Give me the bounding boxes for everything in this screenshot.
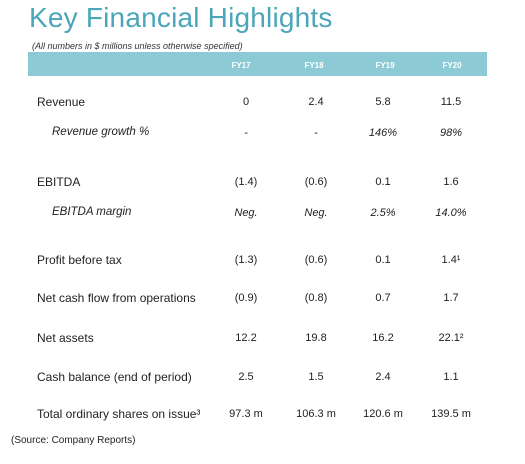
row-label-ebitda: EBITDA <box>37 175 81 189</box>
units-note: (All numbers in $ millions unless otherw… <box>32 41 243 51</box>
table-cell: 97.3 m <box>229 408 263 420</box>
table-cell: 11.5 <box>440 96 462 108</box>
table-cell: 19.8 <box>305 332 327 344</box>
column-header-fy20: FY20 <box>442 61 462 70</box>
column-header-fy19: FY19 <box>375 61 395 70</box>
table-cell: 5.8 <box>375 96 391 108</box>
table-cell: - <box>244 127 248 139</box>
page-title: Key Financial Highlights <box>29 2 333 33</box>
table-cell: 0 <box>242 96 250 108</box>
table-cell: 16.2 <box>372 332 394 344</box>
table-cell: 12.2 <box>235 332 257 344</box>
table-cell: 139.5 m <box>431 408 471 420</box>
row-label-ebitda-margin: EBITDA margin <box>52 206 132 218</box>
row-label-revenue-growth: Revenue growth % <box>52 126 150 138</box>
table-header-band <box>28 52 487 76</box>
row-label-total-shares: Total ordinary shares on issue³ <box>37 407 201 421</box>
table-cell: Neg. <box>304 207 328 219</box>
table-cell: 1.4¹ <box>441 254 461 266</box>
table-cell: (0.6) <box>304 254 328 266</box>
table-cell: 146% <box>368 127 398 139</box>
table-cell: 2.5 <box>238 371 254 383</box>
row-label-net-cash-flow: Net cash flow from operations <box>37 291 196 305</box>
source-note: (Source: Company Reports) <box>11 435 136 446</box>
table-cell: 1.7 <box>443 292 459 304</box>
column-header-fy17: FY17 <box>231 61 251 70</box>
table-cell: 2.5% <box>370 207 396 219</box>
column-header-fy18: FY18 <box>304 61 324 70</box>
table-cell: 98% <box>439 127 463 139</box>
table-cell: Neg. <box>234 207 258 219</box>
table-cell: - <box>314 127 318 139</box>
table-cell: 0.7 <box>375 292 391 304</box>
table-cell: 106.3 m <box>296 408 336 420</box>
table-cell: 2.4 <box>308 96 324 108</box>
table-cell: 2.4 <box>375 371 391 383</box>
table-cell: 1.1 <box>443 371 459 383</box>
table-cell: (0.6) <box>304 176 328 188</box>
table-cell: (0.8) <box>304 292 328 304</box>
table-cell: (1.3) <box>234 254 258 266</box>
table-cell: 1.6 <box>443 176 459 188</box>
table-cell: (1.4) <box>234 176 258 188</box>
row-label-cash-balance: Cash balance (end of period) <box>37 370 192 384</box>
table-cell: 14.0% <box>435 207 467 219</box>
table-cell: (0.9) <box>234 292 258 304</box>
table-cell: 0.1 <box>375 176 391 188</box>
row-label-net-assets: Net assets <box>37 331 94 345</box>
table-cell: 1.5 <box>308 371 324 383</box>
row-label-profit-before-tax: Profit before tax <box>37 253 122 267</box>
table-cell: 120.6 m <box>363 408 403 420</box>
row-label-revenue: Revenue <box>37 95 86 109</box>
table-cell: 22.1² <box>438 332 464 344</box>
table-cell: 0.1 <box>375 254 391 266</box>
